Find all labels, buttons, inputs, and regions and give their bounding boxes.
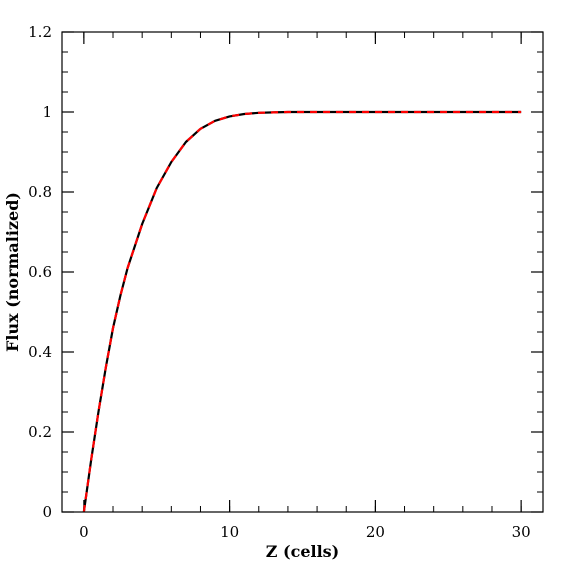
major-ticks <box>62 31 543 513</box>
plot-frame <box>61 31 544 513</box>
series-line-solid-black <box>82 110 522 513</box>
tick-labels: 0 10 20 30 0 0.2 0.4 0.6 0.8 1 1.2 <box>28 23 531 541</box>
y-tick-label: 1 <box>42 103 52 121</box>
y-axis-label: Flux (normalized) <box>3 192 22 352</box>
x-tick-label: 0 <box>79 523 89 541</box>
y-tick-label: 0.8 <box>28 183 52 201</box>
x-axis-label: Z (cells) <box>266 542 339 561</box>
x-tick-label: 20 <box>366 523 385 541</box>
minor-ticks <box>62 31 543 513</box>
y-tick-label: 0 <box>42 503 52 521</box>
series-line-dashed-red <box>82 110 522 513</box>
x-tick-label: 30 <box>512 523 531 541</box>
y-tick-label: 0.6 <box>28 263 52 281</box>
y-tick-label: 0.4 <box>28 343 52 361</box>
y-tick-label: 0.2 <box>28 423 52 441</box>
y-tick-label: 1.2 <box>28 23 52 41</box>
series-layer <box>82 110 522 513</box>
x-tick-label: 10 <box>220 523 239 541</box>
